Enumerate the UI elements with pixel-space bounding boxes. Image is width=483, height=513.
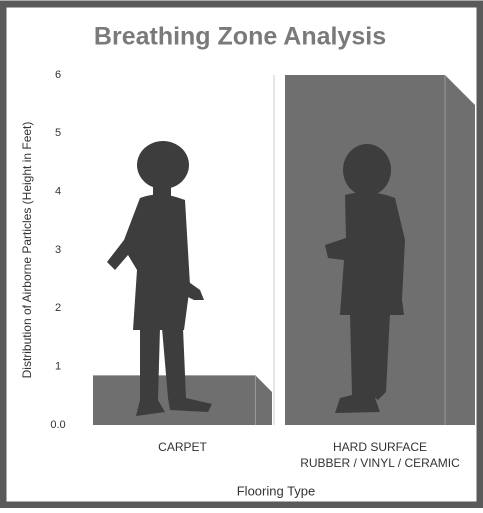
x-axis-label: Flooring Type [237,483,316,498]
x-tick-label: CARPET [158,440,207,454]
y-axis-label: Distribution of Airborne Particles (Heig… [20,122,34,379]
y-tick-label: 2 [55,302,61,314]
x-tick-label: RUBBER / VINYL / CERAMIC [300,456,460,470]
y-tick-label: 6 [55,69,61,81]
y-tick-label: 5 [55,127,61,139]
x-tick-label: HARD SURFACE [333,440,427,454]
chart: Breathing Zone Analysis Distribution of … [0,0,483,508]
y-tick-label: 4 [55,186,61,198]
y-tick-label: 1 [55,361,61,373]
chart-title: Breathing Zone Analysis [94,23,386,51]
y-tick-label: 0.0 [50,419,65,431]
y-tick-label: 3 [55,244,61,256]
